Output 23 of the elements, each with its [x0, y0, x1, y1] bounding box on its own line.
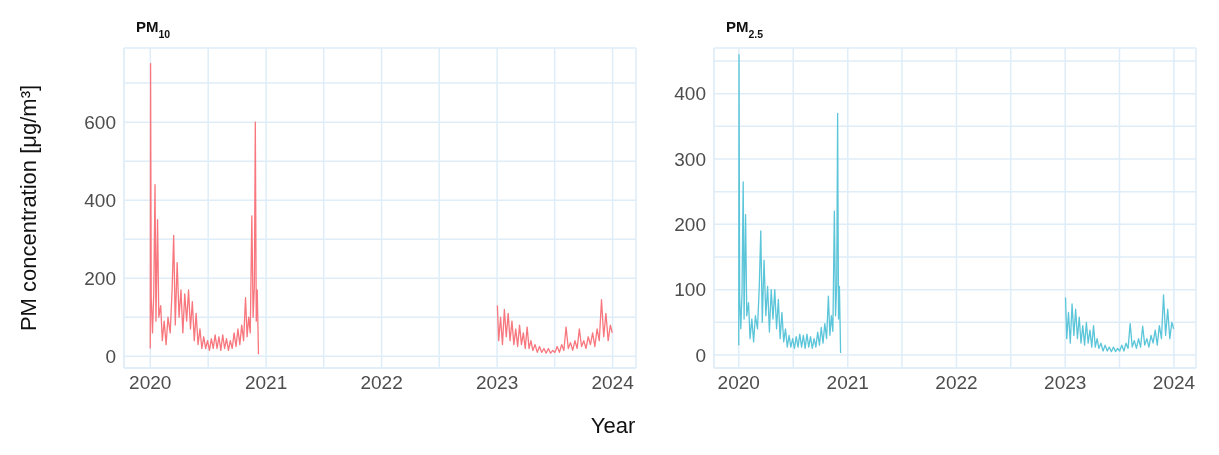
y-tick-label: 400: [674, 83, 706, 105]
chart-title: PM$_{10}$: [136, 18, 171, 40]
x-tick-label: 2020: [129, 372, 172, 394]
x-tick-label: 2021: [244, 372, 288, 394]
x-tick-label: 2020: [717, 372, 760, 394]
x-tick-label: 2023: [1044, 372, 1087, 394]
x-axis-title: Year: [589, 413, 637, 439]
y-tick-label: 600: [84, 111, 116, 133]
chart-title: PM$_{2.5}$: [726, 18, 764, 40]
y-tick-label: 0: [105, 346, 116, 368]
x-tick-label: 2022: [935, 372, 978, 394]
y-tick-label: 300: [674, 148, 706, 170]
x-tick-label: 2024: [591, 372, 635, 394]
y-tick-label: 0: [695, 344, 706, 366]
y-tick-label: 100: [674, 279, 706, 301]
x-tick-label: 2022: [360, 372, 403, 394]
y-tick-label: 200: [674, 214, 706, 236]
x-tick-label: 2023: [475, 372, 519, 394]
x-tick-label: 2021: [826, 372, 869, 394]
y-axis-title: PM concentration [μg/m³]: [16, 84, 41, 332]
x-tick-label: 2024: [1152, 372, 1196, 394]
y-tick-label: 400: [84, 189, 116, 211]
y-tick-label: 200: [84, 267, 116, 289]
